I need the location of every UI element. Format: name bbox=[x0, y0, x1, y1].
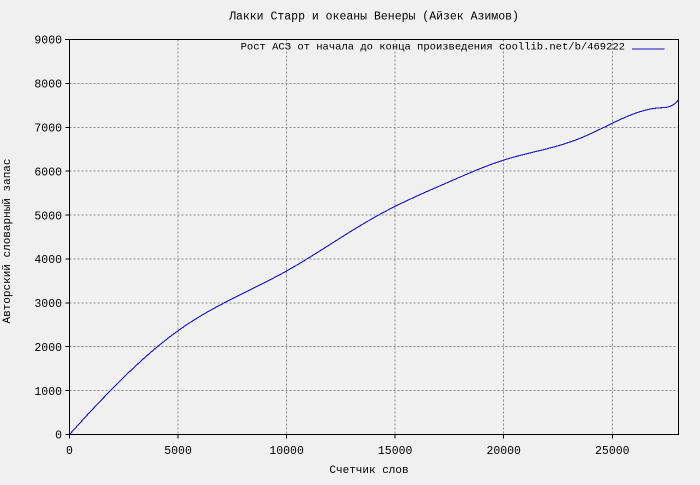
svg-text:15000: 15000 bbox=[378, 445, 413, 458]
svg-text:1000: 1000 bbox=[34, 386, 62, 399]
svg-text:Авторский словарный запас: Авторский словарный запас bbox=[2, 158, 14, 323]
svg-text:8000: 8000 bbox=[34, 79, 62, 92]
svg-text:6000: 6000 bbox=[34, 166, 62, 179]
svg-text:20000: 20000 bbox=[486, 445, 521, 458]
svg-text:Рост АСЗ от начала до конца пр: Рост АСЗ от начала до конца произведения… bbox=[241, 42, 625, 54]
svg-text:0: 0 bbox=[55, 430, 62, 443]
svg-text:5000: 5000 bbox=[164, 445, 192, 458]
svg-text:10000: 10000 bbox=[269, 445, 304, 458]
svg-text:2000: 2000 bbox=[34, 342, 62, 355]
svg-text:7000: 7000 bbox=[34, 122, 62, 135]
svg-text:Счетчик слов: Счетчик слов bbox=[329, 465, 408, 477]
svg-text:9000: 9000 bbox=[34, 35, 62, 48]
svg-text:4000: 4000 bbox=[34, 254, 62, 267]
svg-text:0: 0 bbox=[66, 445, 73, 458]
svg-text:3000: 3000 bbox=[34, 298, 62, 311]
svg-text:25000: 25000 bbox=[595, 445, 630, 458]
svg-text:5000: 5000 bbox=[34, 210, 62, 223]
svg-text:Лакки Старр и океаны Венеры (А: Лакки Старр и океаны Венеры (Айзек Азимо… bbox=[228, 11, 519, 24]
